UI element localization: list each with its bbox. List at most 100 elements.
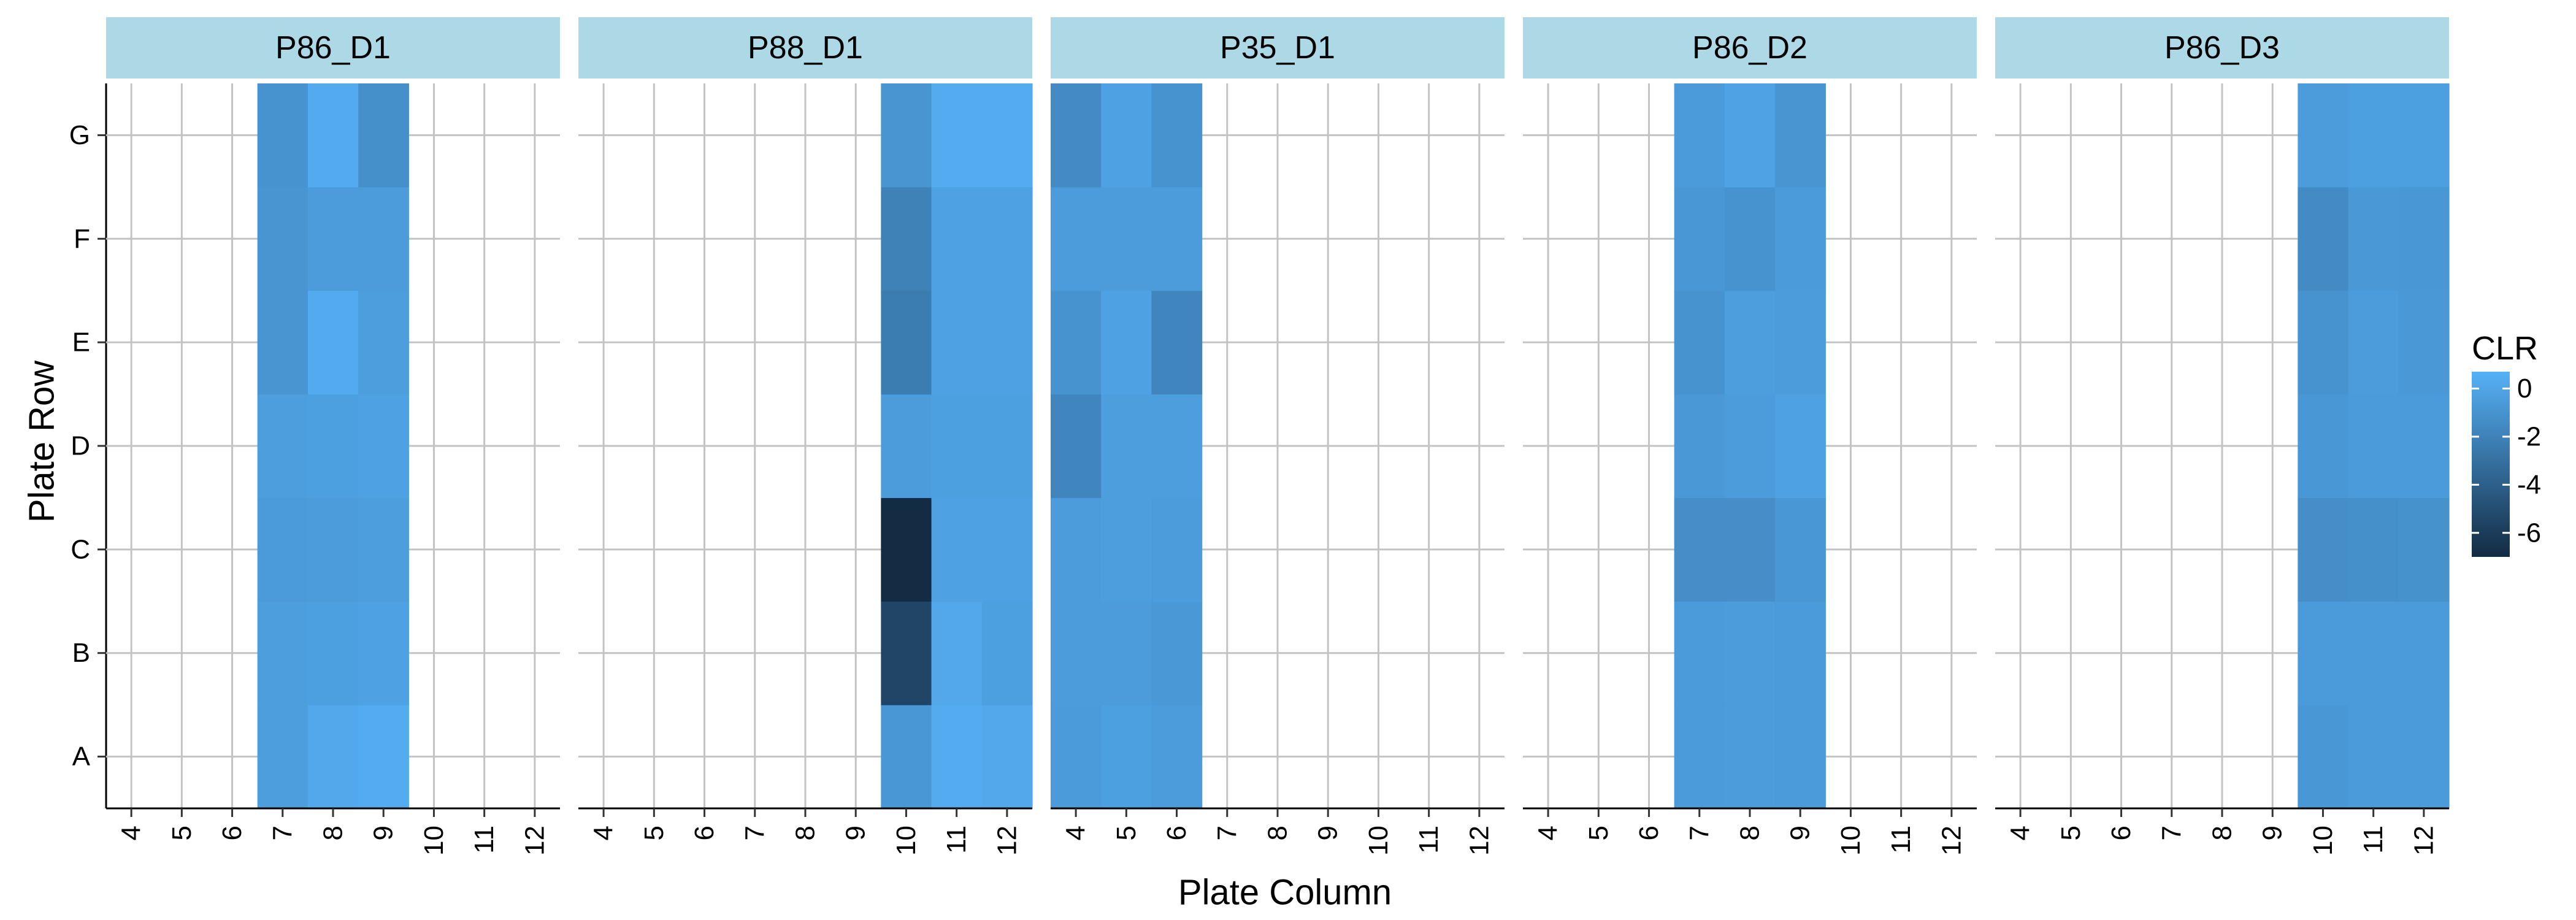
heatmap-cell: [1775, 497, 1826, 602]
heatmap-cell: [881, 83, 932, 188]
heatmap-cell: [931, 394, 983, 499]
heatmap-cell: [1101, 83, 1152, 188]
heatmap-cell: [1151, 290, 1203, 395]
heatmap-cell: [981, 394, 1033, 499]
y-tick-label: E: [72, 328, 90, 358]
heatmap-cell: [881, 186, 932, 291]
heatmap-cell: [2298, 601, 2349, 705]
x-tick-label: 4: [117, 826, 147, 840]
heatmap-cell: [2298, 705, 2349, 809]
heatmap-cell: [1674, 705, 1725, 809]
heatmap-cell: [1724, 394, 1776, 499]
heatmap-cell: [1101, 186, 1152, 291]
heatmap-cell: [358, 705, 409, 809]
heatmap-cell: [307, 497, 359, 602]
heatmap-cell: [2298, 186, 2349, 291]
heatmap-cell: [1724, 601, 1776, 705]
heatmap-cell: [1051, 186, 1102, 291]
facet-panel: P86_D2 4 5 6 7 8 9 10 11 12: [1523, 17, 1977, 856]
heatmap-cell: [358, 83, 409, 188]
heatmap-cell: [358, 290, 409, 395]
x-tick-label: 4: [2006, 826, 2036, 840]
heatmap-cell: [257, 290, 309, 395]
heatmap-cell: [931, 290, 983, 395]
y-tick-label: B: [72, 638, 90, 668]
heatmap-cell: [981, 601, 1033, 705]
x-tick-label: 6: [2106, 826, 2136, 840]
heatmap-cell: [1151, 497, 1203, 602]
heatmap-cell: [257, 497, 309, 602]
heatmap-cell: [2298, 394, 2349, 499]
y-tick-label: G: [69, 120, 90, 150]
heatmap-cell: [881, 705, 932, 809]
x-tick-label: 6: [689, 826, 719, 840]
heatmap-cell: [1775, 601, 1826, 705]
heatmap-cell: [358, 186, 409, 291]
heatmap-cell: [2398, 83, 2450, 188]
x-tick-label: 7: [2156, 826, 2187, 840]
heatmap-cell: [931, 601, 983, 705]
heatmap-cell: [307, 186, 359, 291]
heatmap-cell: [1051, 705, 1102, 809]
heatmap-cell: [931, 497, 983, 602]
heatmap-cell: [981, 705, 1033, 809]
x-tick-label: 11: [1886, 826, 1916, 854]
heatmap-cell: [881, 394, 932, 499]
heatmap-cell: [1101, 290, 1152, 395]
x-tick-label: 11: [1414, 826, 1444, 854]
x-tick-label: 4: [1061, 826, 1091, 840]
facet-title: P86_D2: [1692, 30, 1807, 66]
x-tick-label: 8: [791, 826, 821, 840]
y-axis: A B C D E F G: [69, 83, 107, 808]
legend-tick-label: -2: [2517, 421, 2541, 451]
x-tick-label: 10: [891, 826, 921, 856]
facet-title: P86_D1: [275, 30, 391, 66]
x-tick-label: 12: [992, 826, 1022, 856]
facet-strip: [578, 17, 1032, 79]
facet-panels: A B C D E F G P86_D1 4 5 6 7 8 9 10 11 12 P88_D1 4 5 6 7 8 9 10 1…: [69, 17, 2450, 856]
heatmap-cell: [881, 497, 932, 602]
x-tick-label: 8: [1735, 826, 1765, 840]
legend: CLR 0 -2 -4 -6: [2472, 330, 2541, 557]
heatmap-cell: [1674, 290, 1725, 395]
heatmap-cell: [1674, 83, 1725, 188]
x-tick-label: 9: [1785, 826, 1815, 840]
heatmap-cell: [1775, 186, 1826, 291]
heatmap-cell: [1101, 705, 1152, 809]
heatmap-cell: [2348, 705, 2399, 809]
heatmap-cell: [2348, 394, 2399, 499]
heatmap-cell: [2398, 394, 2450, 499]
heatmap-cell: [931, 705, 983, 809]
heatmap-cell: [2348, 186, 2399, 291]
x-axis-label: Plate Column: [1178, 873, 1392, 913]
legend-ticks: 0 -2 -4 -6: [2472, 374, 2541, 548]
heatmap-cell: [881, 601, 932, 705]
heatmap-cell: [2348, 497, 2399, 602]
x-tick-label: 5: [1111, 826, 1141, 840]
x-tick-label: 7: [1212, 826, 1242, 840]
heatmap-cell: [2348, 601, 2399, 705]
x-tick-label: 11: [941, 826, 972, 854]
heatmap-cell: [931, 83, 983, 188]
heatmap-cell: [931, 186, 983, 291]
heatmap-cell: [1101, 601, 1152, 705]
x-tick-label: 5: [2056, 826, 2086, 840]
x-tick-label: 10: [1836, 826, 1866, 856]
x-tick-label: 12: [1464, 826, 1494, 856]
heatmap-cell: [981, 290, 1033, 395]
heatmap-cell: [981, 83, 1033, 188]
heatmap-cell: [1051, 290, 1102, 395]
x-tick-label: 6: [1634, 826, 1664, 840]
heatmap-cell: [1151, 186, 1203, 291]
heatmap-cell: [2348, 83, 2399, 188]
heatmap-cell: [2348, 290, 2399, 395]
heatmap-cell: [981, 186, 1033, 291]
heatmap-cell: [307, 705, 359, 809]
facet-panel: P86_D1 4 5 6 7 8 9 10 11 12: [106, 17, 560, 856]
x-tick-label: 8: [318, 826, 348, 840]
x-tick-label: 8: [2207, 826, 2237, 840]
heatmap-cell: [307, 83, 359, 188]
heatmap-cell: [1151, 601, 1203, 705]
x-tick-label: 4: [589, 826, 619, 840]
heatmap-cell: [981, 497, 1033, 602]
